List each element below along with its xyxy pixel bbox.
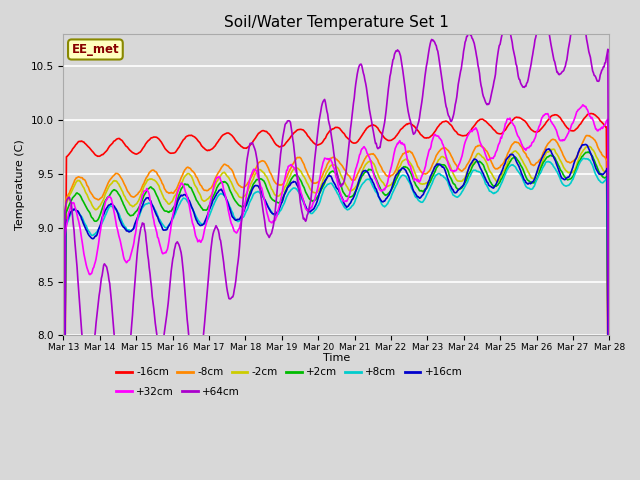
Line: -2cm: -2cm	[63, 146, 609, 480]
+16cm	[403, 170, 410, 176]
Line: +32cm: +32cm	[63, 105, 609, 480]
+16cm	[419, 192, 426, 198]
-16cm	[125, 147, 133, 153]
+8cm	[580, 156, 588, 161]
+16cm	[210, 196, 218, 202]
-16cm	[419, 133, 426, 139]
+64cm	[419, 94, 426, 99]
+8cm	[210, 202, 218, 208]
X-axis label: Time: Time	[323, 353, 350, 363]
+32cm	[181, 187, 189, 193]
+64cm	[210, 228, 218, 234]
+64cm	[125, 353, 133, 359]
+32cm	[403, 153, 410, 158]
+64cm	[181, 289, 189, 295]
+64cm	[575, 10, 583, 16]
Y-axis label: Temperature (C): Temperature (C)	[15, 139, 25, 230]
-2cm	[181, 174, 189, 180]
-8cm	[403, 149, 410, 155]
+2cm	[584, 149, 592, 155]
-16cm	[69, 145, 77, 151]
+2cm	[125, 212, 133, 218]
Legend: +32cm, +64cm: +32cm, +64cm	[112, 383, 244, 401]
+16cm	[582, 142, 589, 147]
-8cm	[125, 191, 133, 197]
Line: +64cm: +64cm	[63, 13, 609, 480]
+2cm	[181, 181, 189, 187]
+2cm	[210, 192, 218, 198]
+32cm	[579, 102, 587, 108]
-16cm	[181, 135, 189, 141]
+32cm	[210, 183, 218, 189]
+8cm	[125, 227, 133, 233]
-8cm	[210, 180, 218, 185]
-2cm	[419, 181, 426, 187]
+8cm	[419, 199, 426, 205]
-2cm	[210, 186, 218, 192]
+16cm	[181, 192, 189, 198]
-2cm	[403, 156, 410, 162]
Text: EE_met: EE_met	[72, 43, 119, 56]
-16cm	[588, 111, 595, 117]
-8cm	[419, 170, 426, 176]
-2cm	[584, 144, 591, 149]
+16cm	[125, 229, 133, 235]
-8cm	[583, 132, 591, 138]
Line: +16cm: +16cm	[63, 144, 609, 480]
-16cm	[210, 144, 218, 150]
Line: +2cm: +2cm	[63, 152, 609, 480]
+32cm	[419, 171, 426, 177]
-8cm	[69, 181, 77, 187]
Line: -8cm: -8cm	[63, 135, 609, 480]
+2cm	[69, 194, 77, 200]
+64cm	[403, 98, 410, 104]
Line: +8cm: +8cm	[63, 158, 609, 480]
-16cm	[403, 121, 410, 127]
-8cm	[181, 167, 189, 173]
+8cm	[69, 207, 77, 213]
+32cm	[69, 200, 77, 205]
+2cm	[403, 165, 410, 170]
+64cm	[69, 221, 77, 227]
+8cm	[403, 175, 410, 180]
+16cm	[69, 207, 77, 213]
Title: Soil/Water Temperature Set 1: Soil/Water Temperature Set 1	[224, 15, 449, 30]
-2cm	[125, 201, 133, 207]
Line: -16cm: -16cm	[63, 114, 609, 480]
+8cm	[181, 196, 189, 202]
-2cm	[69, 185, 77, 191]
+32cm	[125, 257, 133, 263]
+2cm	[419, 189, 426, 194]
